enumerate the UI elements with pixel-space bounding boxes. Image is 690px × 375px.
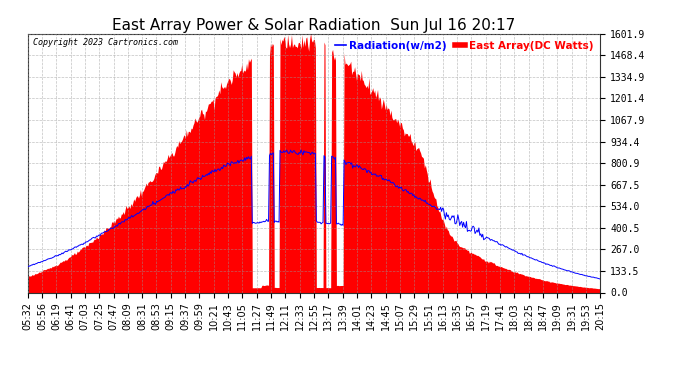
Text: Copyright 2023 Cartronics.com: Copyright 2023 Cartronics.com bbox=[33, 38, 178, 46]
Title: East Array Power & Solar Radiation  Sun Jul 16 20:17: East Array Power & Solar Radiation Sun J… bbox=[112, 18, 515, 33]
Legend: Radiation(w/m2), East Array(DC Watts): Radiation(w/m2), East Array(DC Watts) bbox=[333, 39, 595, 53]
